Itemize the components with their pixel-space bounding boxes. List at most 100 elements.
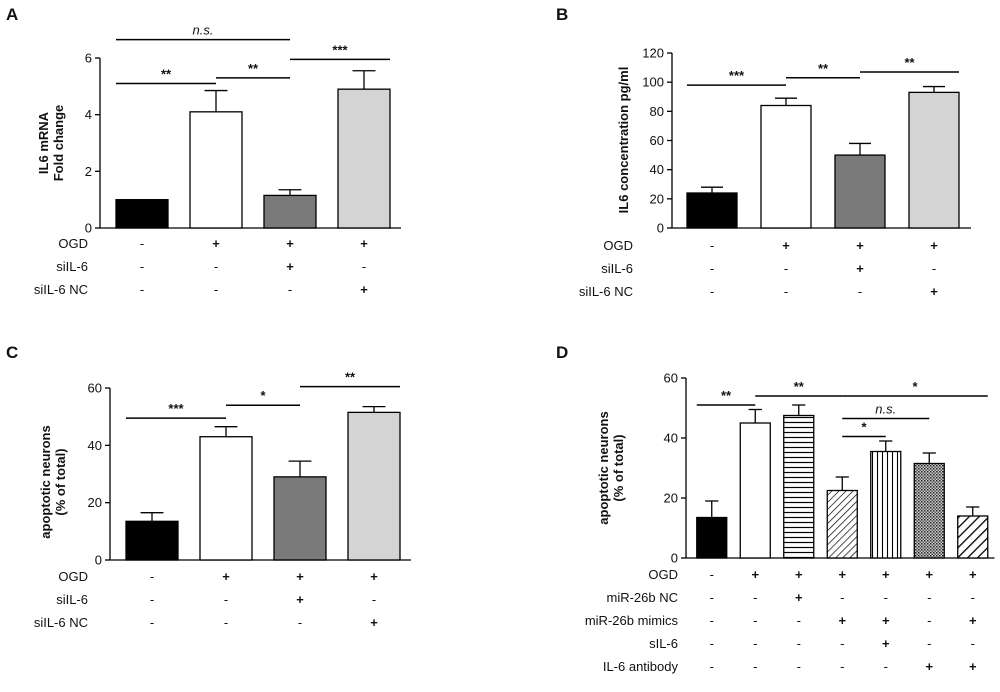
bar: [115, 199, 169, 229]
condition-sign: -: [150, 569, 154, 584]
condition-sign: -: [858, 284, 862, 299]
condition-sign: +: [751, 567, 759, 582]
condition-sign: -: [298, 615, 302, 630]
condition-sign: -: [710, 659, 714, 674]
condition-sign: -: [710, 284, 714, 299]
condition-label: OGD: [603, 238, 633, 253]
condition-sign: -: [150, 615, 154, 630]
condition-sign: -: [224, 615, 228, 630]
bar: [273, 476, 327, 561]
significance-label: **: [345, 370, 356, 385]
condition-sign: +: [882, 613, 890, 628]
condition-sign: +: [360, 236, 368, 251]
y-tick-label: 60: [664, 371, 678, 386]
y-tick-label: 0: [95, 553, 102, 568]
y-tick-label: 0: [671, 551, 678, 566]
y-axis-title: IL6 concentration pg/ml: [616, 67, 631, 214]
panel-b: B 0 20 40 60 80 100 120 IL6 concentration pg/ml *…: [556, 5, 971, 299]
y-tick-label: 4: [85, 107, 92, 122]
bar: [913, 462, 945, 559]
condition-sign: -: [971, 636, 975, 651]
condition-label: siIL-6: [601, 261, 633, 276]
condition-sign: -: [214, 282, 218, 297]
condition-sign: -: [797, 636, 801, 651]
y-axis-title-line: (% of total): [611, 434, 626, 501]
condition-label: miR-26b mimics: [585, 613, 679, 628]
condition-sign: +: [795, 590, 803, 605]
panel-letter: C: [6, 343, 18, 362]
bar: [908, 91, 960, 229]
condition-sign: +: [370, 615, 378, 630]
condition-sign: +: [286, 259, 294, 274]
y-axis-title-line: IL6 concentration pg/ml: [616, 67, 631, 214]
condition-sign: -: [884, 590, 888, 605]
y-axis-title: IL6 mRNAFold change: [36, 105, 66, 182]
y-axis-title-line: apoptotic neurons: [38, 425, 53, 538]
condition-sign: -: [840, 659, 844, 674]
condition-label: OGD: [58, 569, 88, 584]
y-tick-label: 40: [664, 431, 678, 446]
condition-sign: -: [797, 613, 801, 628]
y-tick-label: 20: [88, 495, 102, 510]
condition-sign: +: [838, 567, 846, 582]
significance-label: n.s.: [193, 23, 214, 38]
bar: [826, 489, 858, 559]
y-tick-label: 0: [85, 221, 92, 236]
condition-sign: -: [140, 236, 144, 251]
bar: [347, 411, 401, 561]
condition-sign: +: [838, 613, 846, 628]
y-tick-label: 20: [650, 191, 664, 206]
condition-sign: +: [782, 238, 790, 253]
condition-sign: -: [710, 261, 714, 276]
condition-label: siIL-6 NC: [579, 284, 633, 299]
condition-sign: -: [710, 590, 714, 605]
y-axis-title-line: (% of total): [53, 448, 68, 515]
bar: [870, 450, 902, 559]
y-tick-label: 6: [85, 51, 92, 66]
condition-sign: +: [882, 636, 890, 651]
condition-sign: -: [932, 261, 936, 276]
panel-letter: D: [556, 343, 568, 362]
condition-sign: -: [927, 590, 931, 605]
significance-label: **: [904, 55, 915, 70]
condition-sign: -: [362, 259, 366, 274]
bar: [834, 154, 886, 229]
y-tick-label: 80: [650, 104, 664, 119]
condition-label: IL-6 antibody: [603, 659, 679, 674]
significance-label: ***: [168, 401, 184, 416]
y-tick-label: 120: [642, 46, 664, 61]
condition-sign: -: [753, 590, 757, 605]
condition-sign: -: [927, 613, 931, 628]
condition-sign: -: [840, 590, 844, 605]
bar: [696, 516, 728, 559]
y-axis-title-line: apoptotic neurons: [596, 411, 611, 524]
condition-sign: -: [971, 590, 975, 605]
bar: [686, 192, 738, 229]
significance-label: **: [248, 61, 259, 76]
significance-label: ***: [729, 68, 745, 83]
condition-sign: -: [214, 259, 218, 274]
y-tick-label: 60: [650, 133, 664, 148]
condition-sign: -: [784, 261, 788, 276]
significance-label: ***: [332, 42, 348, 57]
y-tick-label: 2: [85, 164, 92, 179]
bar: [189, 111, 243, 229]
condition-sign: -: [784, 284, 788, 299]
significance-label: **: [818, 61, 829, 76]
condition-sign: +: [286, 236, 294, 251]
significance-label: **: [721, 388, 732, 403]
condition-label: sIL-6: [649, 636, 678, 651]
panel-letter: B: [556, 5, 568, 24]
y-axis-title-line: IL6 mRNA: [36, 111, 51, 174]
condition-sign: -: [753, 636, 757, 651]
condition-sign: -: [372, 592, 376, 607]
condition-sign: +: [925, 659, 933, 674]
y-axis-title: apoptotic neurons(% of total): [38, 425, 68, 538]
condition-sign: +: [296, 569, 304, 584]
condition-sign: +: [925, 567, 933, 582]
condition-sign: -: [710, 567, 714, 582]
bar: [199, 436, 253, 561]
